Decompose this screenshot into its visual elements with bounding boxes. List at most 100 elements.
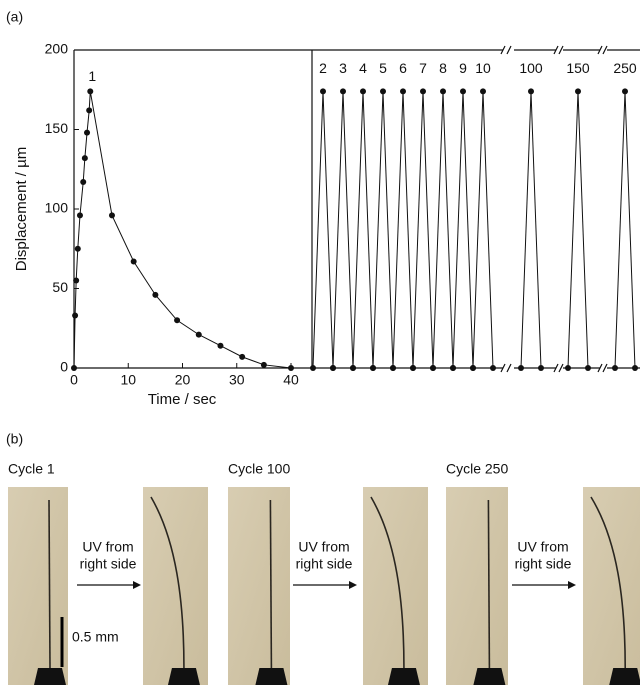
cycle-fall (624, 91, 636, 369)
arrow-label: UV from (298, 539, 349, 555)
arrowhead (568, 581, 576, 589)
y-tick-label: 0 (60, 359, 68, 375)
trough-point (390, 365, 396, 371)
trough-point (330, 365, 336, 371)
photo (583, 487, 640, 685)
cycle-label: 6 (399, 60, 407, 76)
trough-point (612, 365, 618, 371)
cycle-fall (322, 91, 334, 369)
peak-point (420, 88, 426, 95)
cycle-label: 8 (439, 60, 447, 76)
data-point (174, 317, 181, 324)
cycle-rise (412, 91, 424, 369)
data-point (288, 365, 294, 371)
peak-point (360, 88, 366, 95)
arrowhead (133, 581, 141, 589)
fiber (590, 496, 627, 669)
data-point (73, 277, 80, 284)
cycle-label: 9 (459, 60, 467, 76)
cycle-rise (332, 91, 344, 369)
y-axis-label: Displacement / µm (13, 147, 30, 272)
cycle-label: 150 (566, 60, 590, 76)
peak-point (575, 88, 581, 95)
data-point (217, 342, 224, 349)
panel-label: (a) (6, 9, 23, 25)
arrow-label: UV from (517, 539, 568, 555)
cycle-label: 5 (379, 60, 387, 76)
trough-point (430, 365, 436, 371)
cycle-label: 4 (359, 60, 367, 76)
data-point (108, 212, 115, 219)
x-tick-label: 10 (120, 372, 136, 388)
peak-point (400, 88, 406, 95)
data-point (72, 312, 79, 319)
fiber (487, 499, 491, 669)
data-point (80, 178, 87, 185)
data-point (86, 107, 93, 114)
x-tick-label: 30 (229, 372, 245, 388)
fiber (48, 499, 51, 669)
panel-label: (b) (6, 431, 23, 447)
cycle-rise (452, 91, 464, 369)
x-axis-label: Time / sec (148, 391, 217, 408)
cycle-fall (342, 91, 354, 369)
cycle-fall (422, 91, 434, 369)
data-line (73, 91, 292, 369)
cycle-rise (567, 91, 579, 369)
cycle-fall (442, 91, 454, 369)
cycle-label: Cycle 1 (8, 461, 55, 477)
axes (73, 45, 640, 373)
photo (363, 487, 428, 685)
scale-bar-label: 0.5 mm (72, 629, 119, 645)
y-tick-label: 50 (52, 279, 68, 295)
data-point (152, 291, 159, 298)
y-tick-label: 200 (45, 41, 69, 57)
arrow-label: UV from (82, 539, 133, 555)
trough-point (370, 365, 376, 371)
peak-point (528, 88, 534, 95)
y-tick-label: 150 (45, 120, 69, 136)
data-point (260, 361, 267, 368)
cycle-rise (352, 91, 364, 369)
fiber (269, 499, 273, 669)
trough-point (538, 365, 544, 371)
peak-point (480, 88, 486, 95)
data-point (195, 331, 202, 338)
data-point (81, 155, 88, 162)
cycle-label: 10 (475, 60, 491, 76)
data-point (87, 88, 94, 95)
arrow-label: right side (80, 556, 137, 572)
frame (74, 49, 640, 369)
fiber (150, 496, 185, 669)
cycle-fall (362, 91, 374, 369)
cycle-rise (372, 91, 384, 369)
cycle-fall (462, 91, 474, 369)
cycle-label: Cycle 100 (228, 461, 290, 477)
series-label: 1 (88, 68, 96, 84)
peak-point (460, 88, 466, 95)
trough-point (518, 365, 524, 371)
cycle-rise (520, 91, 532, 369)
axis-break (500, 45, 608, 373)
x-tick-label: 0 (70, 372, 78, 388)
cycle-rise (472, 91, 484, 369)
fiber-holder (167, 668, 200, 685)
cycle-label: 250 (613, 60, 637, 76)
cycle-label: 3 (339, 60, 347, 76)
cycle-fall (402, 91, 414, 369)
trough-point (632, 365, 638, 371)
photos (8, 487, 640, 685)
trough-point (310, 365, 316, 371)
peak-point (622, 88, 628, 95)
photo (446, 487, 508, 685)
peak-point (380, 88, 386, 95)
arrow-label: right side (296, 556, 353, 572)
fiber (370, 496, 405, 669)
cycle-rise (614, 91, 626, 369)
cycle-rise (392, 91, 404, 369)
data-point (76, 212, 83, 219)
fiber-holder (255, 668, 288, 685)
fiber-holder (387, 668, 420, 685)
arrow-label: right side (515, 556, 572, 572)
